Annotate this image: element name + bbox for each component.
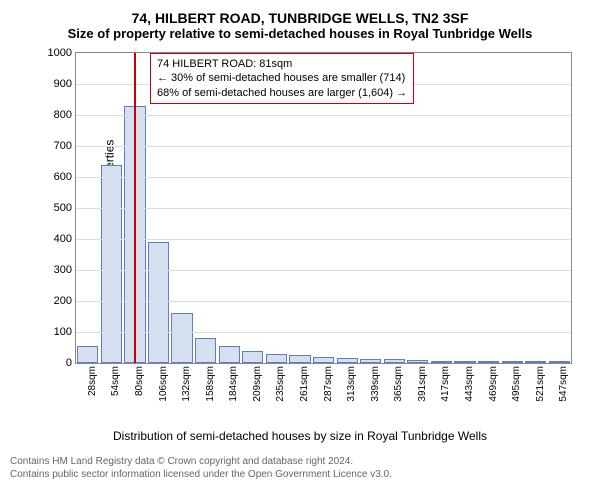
x-tick-label: 235sqm bbox=[264, 364, 288, 414]
bar bbox=[313, 357, 334, 363]
bar bbox=[219, 346, 240, 363]
callout-line-2: ← 30% of semi-detached houses are smalle… bbox=[157, 71, 407, 85]
x-tick-label: 80sqm bbox=[122, 364, 146, 414]
callout-line-3: 68% of semi-detached houses are larger (… bbox=[157, 86, 407, 100]
bar bbox=[195, 338, 216, 363]
bar bbox=[242, 351, 263, 363]
bar bbox=[454, 361, 475, 363]
bar bbox=[148, 242, 169, 363]
bar bbox=[266, 354, 287, 363]
x-tick-label: 521sqm bbox=[523, 364, 547, 414]
y-tick-label: 1000 bbox=[48, 47, 76, 59]
callout-box: 74 HILBERT ROAD: 81sqm ← 30% of semi-det… bbox=[150, 53, 414, 104]
x-ticks: 28sqm54sqm80sqm106sqm132sqm158sqm184sqm2… bbox=[75, 364, 570, 414]
bar bbox=[337, 358, 358, 363]
x-axis-label: Distribution of semi-detached houses by … bbox=[10, 429, 590, 443]
y-tick-label: 500 bbox=[54, 202, 76, 214]
y-tick-label: 100 bbox=[54, 326, 76, 338]
x-tick-label: 469sqm bbox=[476, 364, 500, 414]
bar bbox=[101, 165, 122, 363]
y-tick-label: 600 bbox=[54, 171, 76, 183]
grid-line bbox=[76, 146, 571, 147]
copyright-line-1: Contains HM Land Registry data © Crown c… bbox=[10, 455, 590, 468]
x-tick-label: 28sqm bbox=[75, 364, 99, 414]
x-tick-label: 287sqm bbox=[311, 364, 335, 414]
grid-line bbox=[76, 270, 571, 271]
bar bbox=[525, 361, 546, 363]
x-tick-label: 547sqm bbox=[547, 364, 571, 414]
bar bbox=[171, 313, 192, 363]
y-tick-label: 800 bbox=[54, 109, 76, 121]
callout-line-1: 74 HILBERT ROAD: 81sqm bbox=[157, 57, 407, 71]
x-tick-label: 417sqm bbox=[429, 364, 453, 414]
chart-container: Number of semi-detached properties 01002… bbox=[20, 47, 580, 427]
y-tick-label: 400 bbox=[54, 233, 76, 245]
x-tick-label: 132sqm bbox=[169, 364, 193, 414]
x-tick-label: 313sqm bbox=[334, 364, 358, 414]
copyright-line-2: Contains public sector information licen… bbox=[10, 468, 590, 481]
grid-line bbox=[76, 332, 571, 333]
bar bbox=[289, 355, 310, 363]
highlight-marker bbox=[134, 53, 136, 363]
grid-line bbox=[76, 208, 571, 209]
bar bbox=[384, 359, 405, 363]
x-tick-label: 365sqm bbox=[382, 364, 406, 414]
x-tick-label: 54sqm bbox=[99, 364, 123, 414]
grid-line bbox=[76, 301, 571, 302]
x-tick-label: 158sqm bbox=[193, 364, 217, 414]
grid-line bbox=[76, 115, 571, 116]
grid-line bbox=[76, 239, 571, 240]
x-tick-label: 443sqm bbox=[452, 364, 476, 414]
x-tick-label: 184sqm bbox=[216, 364, 240, 414]
y-tick-label: 300 bbox=[54, 264, 76, 276]
bar bbox=[431, 361, 452, 363]
x-tick-label: 339sqm bbox=[358, 364, 382, 414]
y-tick-label: 900 bbox=[54, 78, 76, 90]
page-subtitle: Size of property relative to semi-detach… bbox=[10, 26, 590, 41]
page-title: 74, HILBERT ROAD, TUNBRIDGE WELLS, TN2 3… bbox=[10, 10, 590, 26]
grid-line bbox=[76, 177, 571, 178]
bar bbox=[77, 346, 98, 363]
x-tick-label: 391sqm bbox=[405, 364, 429, 414]
bar bbox=[478, 361, 499, 363]
bar bbox=[360, 359, 381, 363]
x-tick-label: 209sqm bbox=[240, 364, 264, 414]
bar bbox=[407, 360, 428, 363]
y-tick-label: 200 bbox=[54, 295, 76, 307]
x-tick-label: 495sqm bbox=[499, 364, 523, 414]
bar bbox=[549, 361, 570, 363]
copyright: Contains HM Land Registry data © Crown c… bbox=[10, 455, 590, 481]
bar bbox=[502, 361, 523, 363]
y-tick-label: 700 bbox=[54, 140, 76, 152]
x-tick-label: 106sqm bbox=[146, 364, 170, 414]
x-tick-label: 261sqm bbox=[287, 364, 311, 414]
